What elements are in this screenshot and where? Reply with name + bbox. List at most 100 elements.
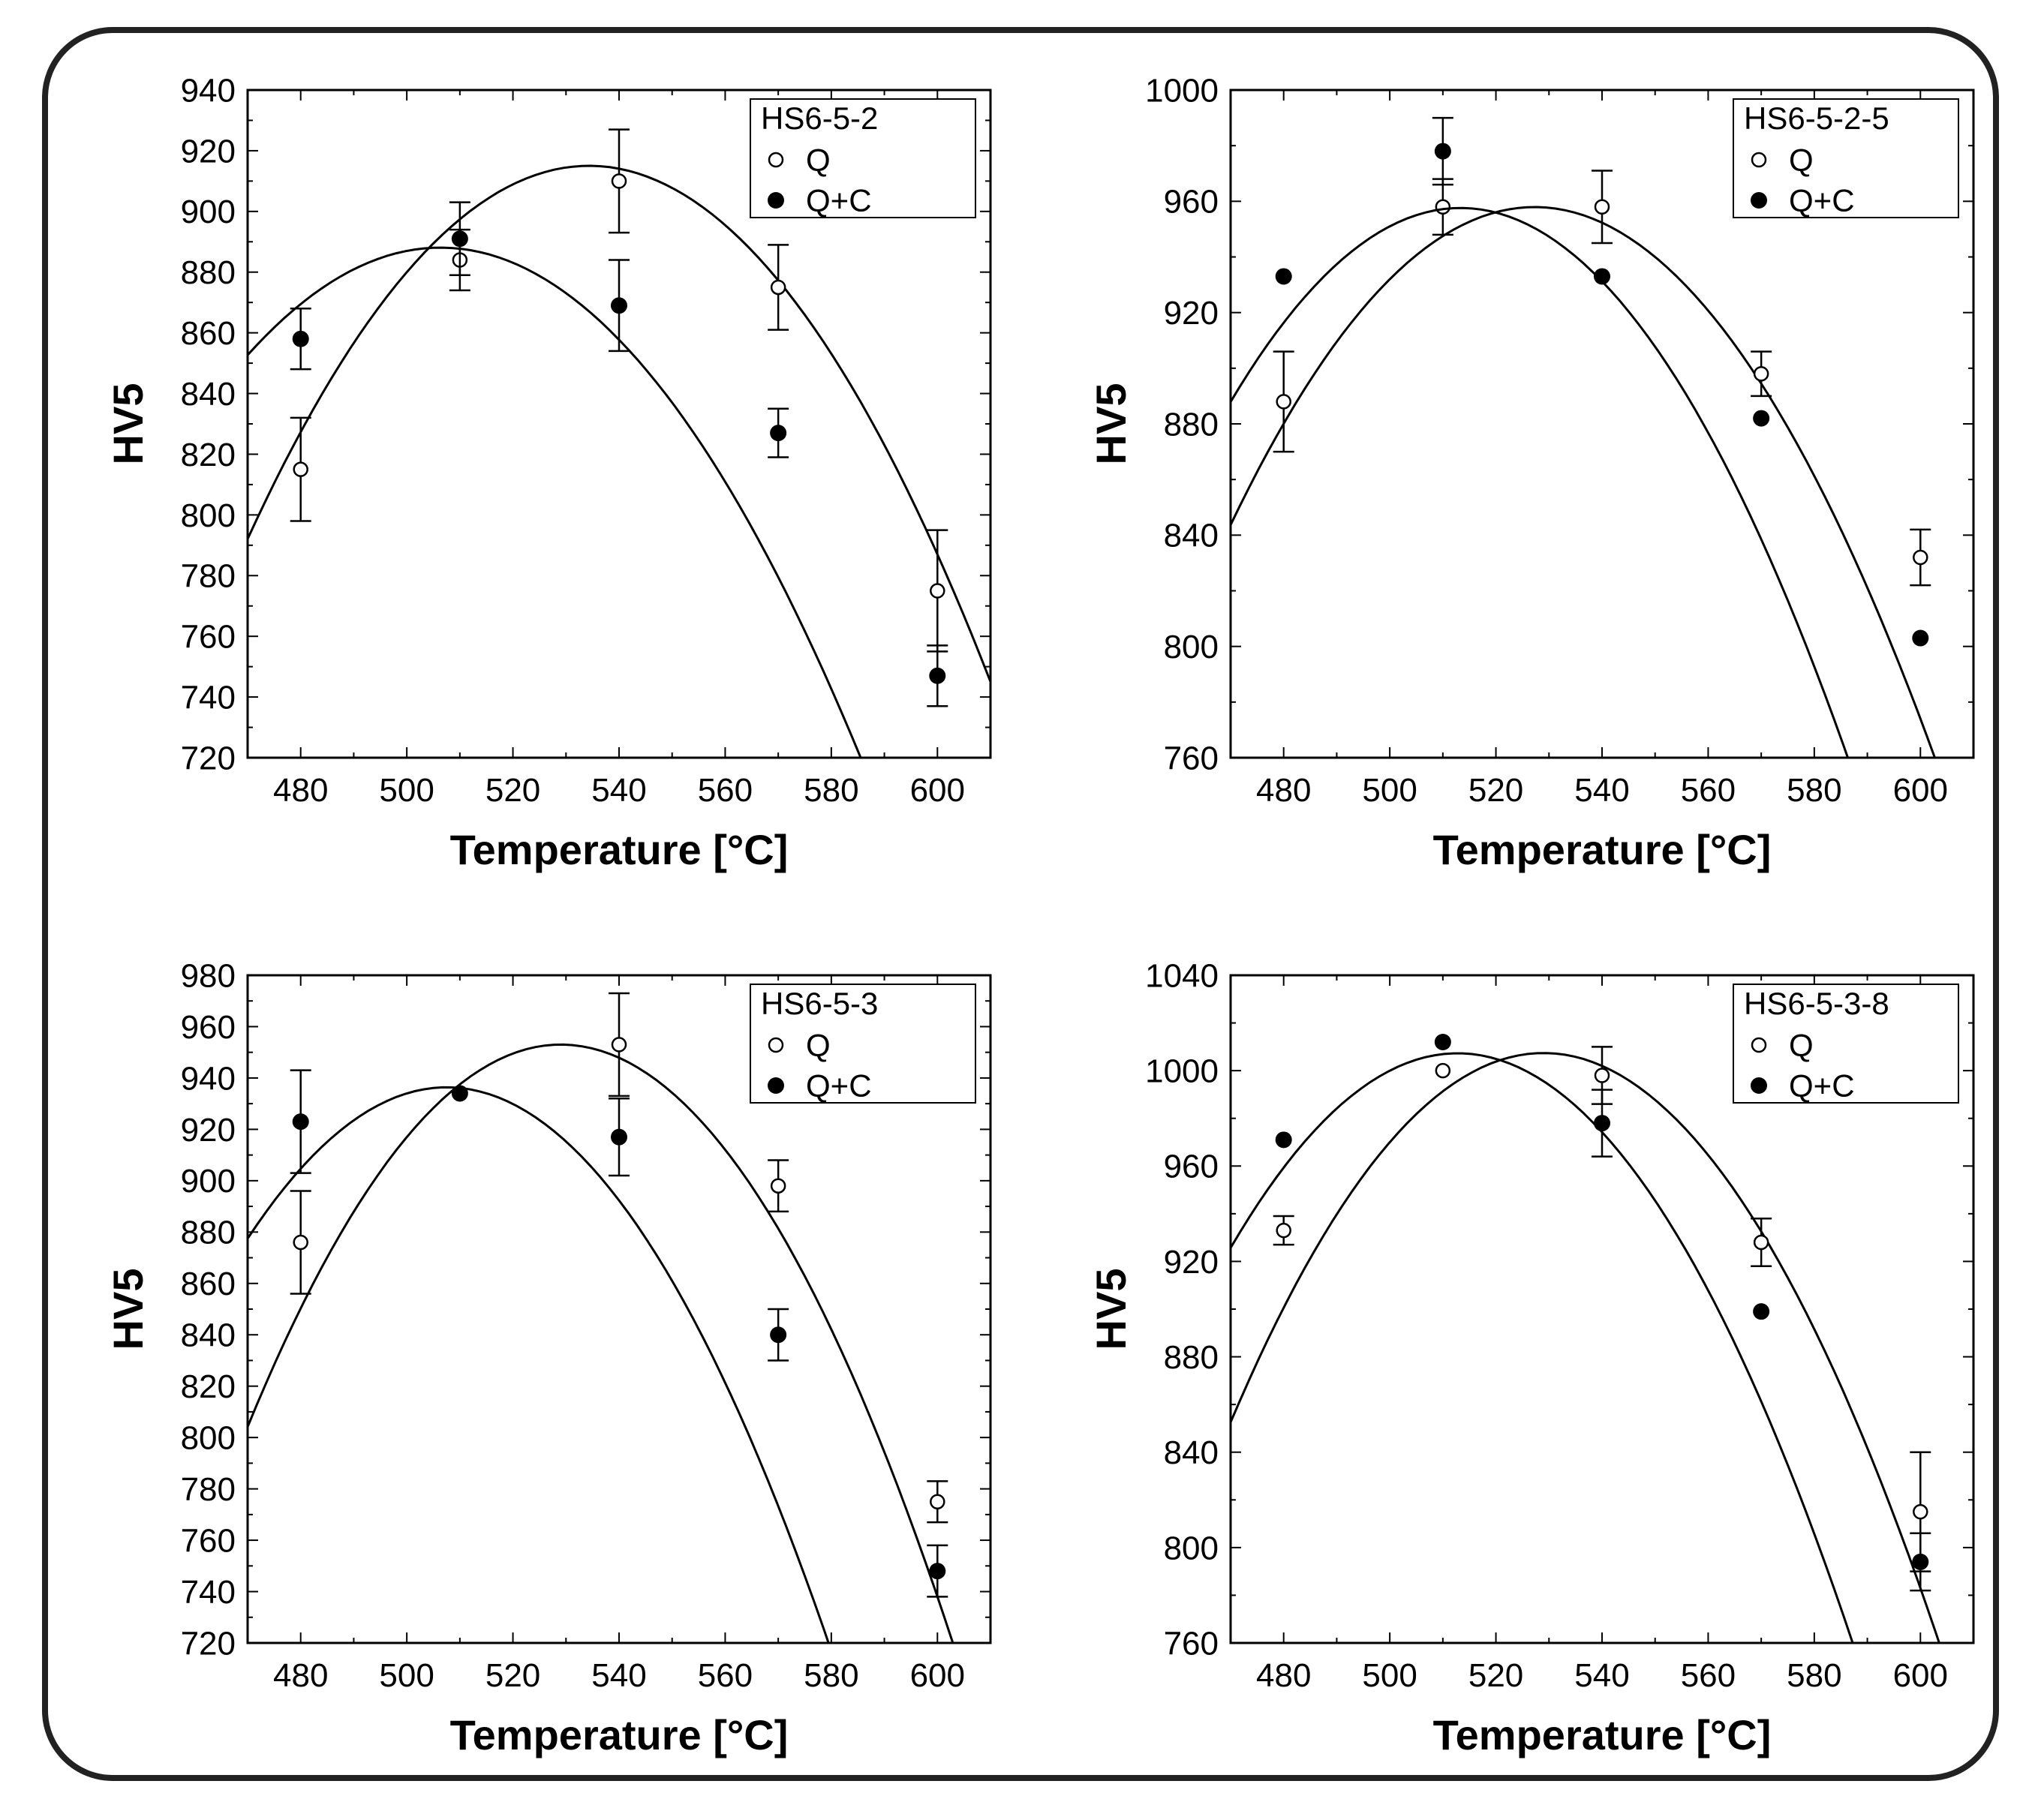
x-tick-label: 560 bbox=[698, 1657, 753, 1694]
x-tick-label: 560 bbox=[698, 772, 753, 809]
marker-filled bbox=[929, 1563, 945, 1579]
marker-open bbox=[294, 463, 308, 476]
x-tick-label: 560 bbox=[1681, 1657, 1736, 1694]
marker-open bbox=[1595, 200, 1609, 214]
x-tick-label: 500 bbox=[1362, 772, 1417, 809]
marker-filled bbox=[1594, 1115, 1610, 1131]
y-tick-label: 1000 bbox=[1145, 72, 1219, 109]
marker-open bbox=[771, 1179, 785, 1193]
x-tick-label: 480 bbox=[273, 772, 328, 809]
y-tick-label: 880 bbox=[181, 254, 236, 291]
legend-label: Q bbox=[806, 1028, 831, 1063]
marker-filled bbox=[770, 425, 786, 441]
marker-filled bbox=[929, 668, 945, 684]
y-tick-label: 800 bbox=[181, 497, 236, 534]
marker-filled bbox=[1912, 630, 1928, 647]
legend-marker bbox=[768, 192, 784, 209]
legend-marker bbox=[769, 153, 783, 167]
x-tick-label: 480 bbox=[273, 1657, 328, 1694]
marker-filled bbox=[1753, 1303, 1769, 1320]
x-tick-label: 560 bbox=[1681, 772, 1736, 809]
marker-filled bbox=[1276, 268, 1292, 284]
marker-open bbox=[1913, 551, 1927, 564]
legend-marker bbox=[1751, 1077, 1767, 1094]
y-axis-title: HV5 bbox=[1087, 383, 1135, 465]
legend-marker bbox=[1752, 1038, 1766, 1052]
marker-open bbox=[930, 584, 944, 598]
marker-open bbox=[1754, 1236, 1768, 1249]
y-tick-label: 920 bbox=[1164, 295, 1219, 332]
y-tick-label: 820 bbox=[181, 437, 236, 473]
legend-title: HS6-5-3-8 bbox=[1744, 986, 1889, 1021]
x-tick-label: 520 bbox=[1468, 1657, 1523, 1694]
y-tick-label: 860 bbox=[181, 1266, 236, 1302]
legend-title: HS6-5-2 bbox=[761, 101, 878, 136]
x-axis-title: Temperature [°C] bbox=[1433, 1711, 1772, 1758]
y-axis-title: HV5 bbox=[1087, 1269, 1135, 1350]
y-tick-label: 1000 bbox=[1145, 1053, 1219, 1090]
y-tick-label: 880 bbox=[1164, 406, 1219, 443]
y-axis-title: HV5 bbox=[104, 1269, 152, 1350]
x-tick-label: 520 bbox=[485, 1657, 540, 1694]
y-tick-label: 820 bbox=[181, 1368, 236, 1405]
y-tick-label: 940 bbox=[181, 72, 236, 109]
legend-marker bbox=[1752, 153, 1766, 167]
marker-open bbox=[1436, 200, 1450, 214]
x-axis-title: Temperature [°C] bbox=[1433, 826, 1772, 873]
marker-open bbox=[1436, 1064, 1450, 1077]
y-tick-label: 760 bbox=[1164, 740, 1219, 776]
y-tick-label: 780 bbox=[181, 558, 236, 595]
y-tick-label: 760 bbox=[181, 619, 236, 656]
legend-marker bbox=[1751, 192, 1767, 209]
y-tick-label: 760 bbox=[181, 1522, 236, 1559]
marker-filled bbox=[611, 1129, 627, 1146]
legend-label: Q bbox=[1789, 143, 1814, 178]
marker-filled bbox=[293, 1113, 309, 1130]
legend-label: Q bbox=[1789, 1028, 1814, 1063]
legend-marker bbox=[768, 1077, 784, 1094]
y-tick-label: 980 bbox=[181, 957, 236, 994]
x-tick-label: 580 bbox=[1787, 1657, 1841, 1694]
y-tick-label: 800 bbox=[1164, 1530, 1219, 1566]
legend-title: HS6-5-3 bbox=[761, 986, 878, 1021]
x-tick-label: 540 bbox=[1574, 1657, 1629, 1694]
marker-open bbox=[1277, 395, 1291, 408]
y-tick-label: 900 bbox=[181, 194, 236, 230]
y-tick-label: 960 bbox=[181, 1009, 236, 1046]
x-tick-label: 520 bbox=[485, 772, 540, 809]
x-tick-label: 540 bbox=[591, 1657, 646, 1694]
x-tick-label: 480 bbox=[1256, 1657, 1311, 1694]
legend-label: Q bbox=[806, 143, 831, 178]
y-tick-label: 780 bbox=[181, 1471, 236, 1508]
x-tick-label: 600 bbox=[910, 1657, 965, 1694]
y-tick-label: 940 bbox=[181, 1060, 236, 1097]
y-tick-label: 920 bbox=[1164, 1244, 1219, 1281]
y-tick-label: 1040 bbox=[1145, 957, 1219, 994]
y-tick-label: 740 bbox=[181, 679, 236, 716]
marker-open bbox=[771, 281, 785, 294]
marker-filled bbox=[452, 230, 468, 247]
y-tick-label: 760 bbox=[1164, 1625, 1219, 1662]
x-tick-label: 600 bbox=[1893, 772, 1948, 809]
y-axis-title: HV5 bbox=[104, 383, 152, 465]
y-tick-label: 920 bbox=[181, 1112, 236, 1149]
x-tick-label: 500 bbox=[379, 772, 434, 809]
y-tick-label: 880 bbox=[181, 1215, 236, 1251]
y-tick-label: 840 bbox=[181, 1317, 236, 1354]
marker-open bbox=[1913, 1505, 1927, 1518]
figure-canvas: 480 500 520 540 560 580 600 Temperature [°C] 720… bbox=[0, 0, 2041, 1820]
y-tick-label: 800 bbox=[1164, 629, 1219, 665]
y-tick-label: 920 bbox=[181, 133, 236, 170]
y-tick-label: 720 bbox=[181, 1625, 236, 1662]
legend-label: Q+C bbox=[806, 183, 872, 218]
marker-open bbox=[294, 1236, 308, 1249]
figure-svg: 480 500 520 540 560 580 600 Temperature [°C] 720… bbox=[0, 0, 2041, 1820]
x-tick-label: 540 bbox=[1574, 772, 1629, 809]
legend-title: HS6-5-2-5 bbox=[1744, 101, 1889, 136]
y-tick-label: 860 bbox=[181, 315, 236, 352]
legend-label: Q+C bbox=[806, 1068, 872, 1104]
marker-open bbox=[612, 174, 626, 188]
y-tick-label: 720 bbox=[181, 740, 236, 776]
y-tick-label: 840 bbox=[1164, 1434, 1219, 1471]
marker-open bbox=[1754, 367, 1768, 380]
